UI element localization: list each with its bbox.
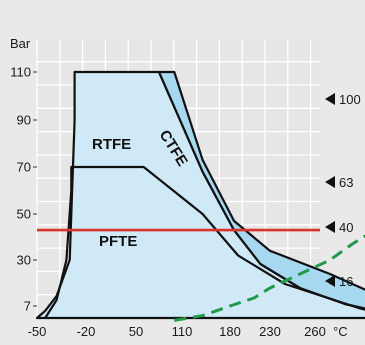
label-pfte: PFTE: [99, 233, 137, 250]
x-tick-label: -20: [77, 324, 96, 339]
right-marker-arrow: [325, 221, 335, 233]
right-marker-arrow: [325, 176, 335, 188]
x-tick-label: 230: [259, 324, 281, 339]
y-tick-label: 7: [24, 299, 31, 314]
y-tick-label: 90: [17, 113, 31, 128]
axes: 7 30 50 70 90 110 -50 -20 50 110 180 230 260 °C Bar 100…: [10, 36, 361, 339]
x-tick-label: 260: [304, 324, 326, 339]
boundary-lines: [37, 165, 365, 322]
right-marker-label: 100: [339, 92, 361, 107]
right-marker-label: 40: [339, 220, 353, 235]
y-axis-label: Bar: [10, 36, 31, 51]
x-tick-label: 180: [219, 324, 241, 339]
right-marker-label: 63: [339, 175, 353, 190]
material-regions: [35, 70, 365, 320]
right-marker-label: 16: [339, 274, 353, 289]
y-tick-label: 70: [17, 160, 31, 175]
region-ctfe: [157, 70, 365, 310]
y-tick-label: 30: [17, 253, 31, 268]
x-tick-label: -50: [28, 324, 47, 339]
x-tick-label: 110: [172, 324, 193, 339]
right-marker-arrow: [325, 93, 335, 105]
x-tick-label: 50: [129, 324, 143, 339]
boundary-pfte: [44, 165, 365, 319]
x-unit-label: °C: [333, 324, 348, 339]
right-marker-arrow: [325, 275, 335, 287]
label-rtfe: RTFE: [92, 136, 131, 153]
y-tick-label: 110: [10, 65, 31, 80]
y-tick-label: 50: [17, 207, 31, 222]
dashed-curve: [174, 234, 365, 322]
